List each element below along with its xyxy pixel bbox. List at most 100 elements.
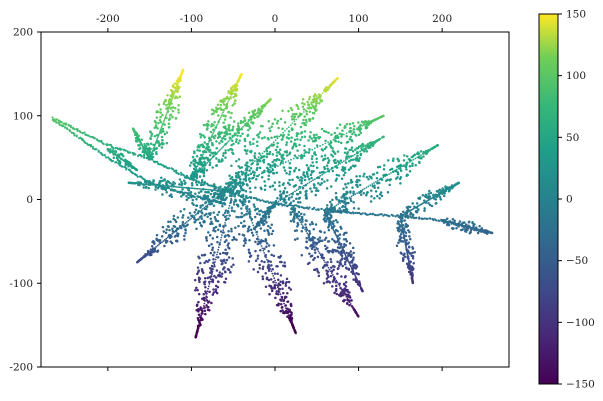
- data-point: [307, 103, 310, 106]
- data-point: [222, 229, 225, 232]
- data-point: [376, 194, 379, 198]
- data-point: [212, 183, 216, 186]
- data-point: [287, 286, 291, 289]
- data-point: [339, 209, 342, 213]
- data-point: [339, 141, 343, 145]
- data-point: [289, 124, 292, 127]
- data-point: [268, 265, 271, 268]
- data-point: [203, 164, 206, 167]
- data-point: [326, 240, 330, 243]
- data-point: [275, 151, 279, 154]
- data-point: [206, 204, 209, 207]
- data-point: [341, 264, 344, 268]
- data-point: [231, 127, 235, 131]
- data-point: [331, 222, 335, 226]
- data-point: [179, 210, 182, 213]
- data-point: [220, 201, 223, 205]
- data-point: [195, 175, 198, 178]
- data-point: [328, 268, 331, 271]
- data-point: [367, 146, 370, 150]
- data-point: [195, 172, 198, 175]
- data-point: [341, 288, 343, 291]
- data-point: [206, 143, 209, 147]
- data-point: [102, 143, 105, 146]
- data-point: [390, 172, 392, 174]
- data-point: [337, 266, 340, 270]
- data-point: [292, 185, 296, 188]
- data-point: [344, 281, 348, 284]
- data-point: [214, 134, 217, 137]
- data-point: [284, 161, 287, 164]
- data-point: [300, 223, 303, 226]
- data-point: [204, 194, 207, 198]
- data-point: [383, 213, 386, 216]
- data-point: [337, 163, 340, 166]
- data-point: [249, 228, 253, 232]
- data-point: [174, 117, 178, 120]
- data-point: [153, 126, 156, 130]
- data-point: [355, 158, 358, 162]
- data-point: [172, 217, 175, 221]
- data-point: [201, 203, 204, 207]
- data-point: [202, 165, 205, 168]
- data-point: [299, 191, 302, 195]
- data-point: [200, 314, 203, 317]
- data-point: [369, 184, 372, 187]
- data-point: [319, 174, 322, 177]
- data-point: [259, 227, 263, 230]
- data-point: [345, 256, 348, 258]
- data-point: [392, 157, 395, 161]
- data-point: [382, 174, 385, 177]
- data-point: [326, 179, 329, 182]
- data-point: [210, 275, 213, 278]
- data-point: [196, 149, 199, 152]
- data-point: [230, 111, 233, 115]
- data-point: [247, 260, 251, 263]
- data-point: [308, 229, 311, 233]
- data-point: [296, 201, 300, 204]
- data-point: [222, 97, 226, 101]
- data-point: [288, 202, 292, 206]
- data-point: [329, 214, 333, 217]
- data-point: [315, 187, 318, 190]
- data-point: [335, 197, 338, 201]
- data-point: [327, 141, 329, 144]
- data-point: [210, 125, 213, 128]
- data-point: [308, 150, 311, 152]
- data-point: [268, 99, 271, 102]
- data-point: [257, 238, 260, 241]
- data-point: [187, 196, 190, 200]
- data-point: [359, 193, 363, 197]
- data-point: [361, 149, 363, 152]
- data-point: [362, 149, 366, 153]
- data-point: [376, 186, 380, 190]
- data-point: [191, 176, 194, 179]
- data-point: [177, 111, 180, 114]
- data-point: [166, 110, 169, 113]
- data-point: [314, 136, 318, 140]
- data-point: [150, 249, 153, 252]
- data-point: [245, 205, 248, 208]
- data-point: [211, 248, 214, 252]
- data-point: [229, 95, 232, 98]
- data-point: [314, 241, 317, 245]
- data-point: [364, 147, 367, 149]
- data-point: [376, 165, 380, 169]
- data-point: [343, 125, 347, 128]
- data-point: [228, 99, 230, 101]
- data-point: [327, 275, 330, 279]
- data-point: [199, 190, 203, 193]
- data-point: [397, 158, 400, 162]
- data-point: [194, 161, 198, 164]
- data-point: [357, 128, 361, 131]
- data-point: [317, 208, 320, 211]
- data-point: [266, 137, 270, 140]
- data-point: [129, 182, 132, 184]
- data-point: [304, 223, 307, 226]
- data-point: [222, 114, 225, 118]
- data-point: [229, 191, 233, 194]
- data-point: [221, 234, 223, 237]
- data-point: [172, 95, 174, 98]
- data-point: [239, 134, 242, 138]
- data-point: [211, 166, 214, 169]
